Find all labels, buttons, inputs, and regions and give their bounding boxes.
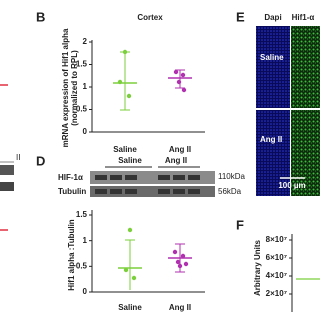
panel-letter: D: [36, 153, 45, 168]
column-label: Hif1-α: [292, 13, 315, 22]
dapi-image: [256, 110, 290, 196]
panel-e: E Dapi Hif1-α Saline Ang II 100 µm: [236, 9, 320, 196]
panel-d: D Saline Ang II HIF-1α Tubulin 110kDa 56…: [36, 153, 246, 312]
panel-letter: B: [36, 9, 45, 24]
y-tick-label: 0.5: [76, 105, 88, 114]
fragment-label: II: [16, 153, 20, 162]
dapi-image: [256, 26, 290, 108]
row-label: Saline: [260, 53, 284, 62]
x-tick-label: Ang II: [169, 145, 191, 154]
x-tick-label: Saline: [113, 145, 137, 154]
y-label: mRNA expression of Hif1 alpha: [61, 28, 70, 147]
y-label: Arbitrary Units: [253, 239, 262, 296]
hif-image: [291, 110, 320, 196]
panel-title: Cortex: [137, 13, 163, 22]
y-tick-label: 6×10⁷: [266, 253, 287, 262]
x-tick-label: Saline: [118, 303, 142, 312]
blot-group: Saline: [118, 156, 142, 165]
y-tick-label: 1.5: [76, 210, 88, 219]
y-tick-label: 4×10⁷: [266, 271, 287, 280]
panel-b: B Cortex mRNA expression of Hif1 alpha (…: [36, 9, 205, 154]
y-tick-label: 1: [83, 82, 88, 91]
blot-size: 110kDa: [218, 172, 246, 181]
blot-row: Tubulin: [58, 187, 86, 196]
y-tick-label: 2: [83, 37, 88, 46]
y-tick-label: 0: [83, 287, 88, 296]
panel-f: F Arbitrary Units 8×10⁷ 6×10⁷ 4×10⁷ 2×10⁷: [236, 217, 320, 312]
y-tick-label: 2×10⁷: [266, 289, 287, 298]
y-tick-label: 8×10⁷: [266, 235, 287, 244]
scale-bar: 100 µm: [278, 181, 305, 190]
y-label: Hif1 alpha :Tubulin: [67, 219, 76, 291]
blot-row: HIF-1α: [58, 173, 83, 182]
hif-image: [291, 26, 320, 108]
y-label: (normalized to RPL): [70, 50, 79, 126]
y-tick-label: 1: [83, 236, 88, 245]
y-tick-label: 0: [83, 127, 88, 136]
column-label: Dapi: [264, 13, 281, 22]
x-tick-label: Ang II: [169, 303, 191, 312]
blot-size: 56kDa: [218, 187, 242, 196]
panel-letter: F: [236, 217, 244, 232]
y-tick-label: 1.5: [76, 60, 88, 69]
left-fragment: II: [0, 84, 20, 231]
y-tick-label: 0.5: [76, 261, 88, 270]
panel-letter: E: [236, 9, 245, 24]
row-label: Ang II: [260, 135, 282, 144]
blot-group: Ang II: [165, 156, 187, 165]
